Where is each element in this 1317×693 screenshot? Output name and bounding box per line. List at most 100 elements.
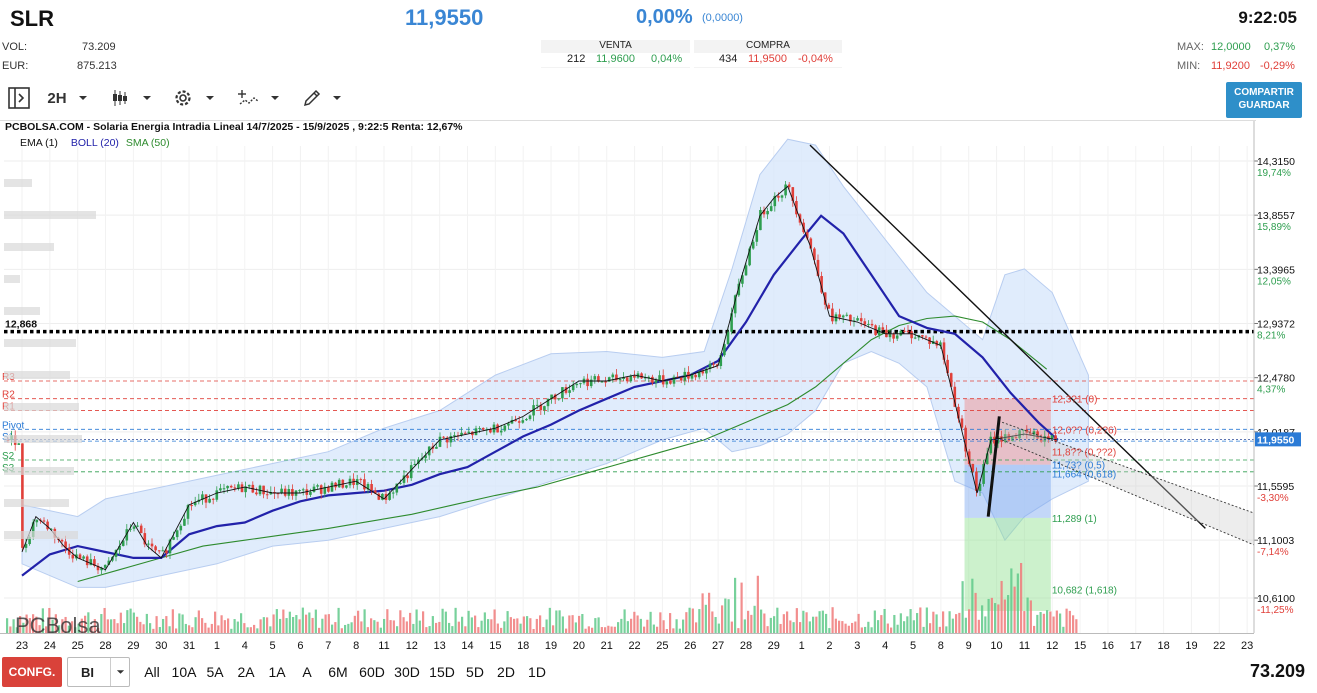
- chevron-down-icon[interactable]: [110, 658, 130, 686]
- candle-body: [265, 494, 269, 496]
- volume-bar: [526, 616, 529, 633]
- chevron-down-icon[interactable]: [268, 84, 282, 112]
- volume-bar: [1042, 613, 1045, 633]
- legend-ema[interactable]: EMA (1): [20, 137, 58, 149]
- candle-body: [568, 390, 571, 393]
- pencil-icon[interactable]: [300, 84, 324, 112]
- share-save-button[interactable]: COMPARTIR GUARDAR: [1226, 82, 1302, 118]
- period-button-5a[interactable]: 5A: [206, 664, 224, 680]
- volume-bar: [253, 624, 256, 633]
- volume-bar: [480, 620, 483, 633]
- period-button-2d[interactable]: 2D: [497, 664, 515, 680]
- candle-body: [1029, 432, 1032, 436]
- candle-body: [323, 486, 327, 494]
- candlestick-icon[interactable]: [108, 84, 132, 112]
- volume-bar: [370, 618, 373, 633]
- candle-body: [179, 525, 183, 531]
- period-button-6m[interactable]: 6M: [328, 664, 348, 680]
- volume-bar: [519, 623, 522, 633]
- candle-body: [586, 378, 589, 387]
- volume-bar: [581, 614, 584, 633]
- timeframe-select[interactable]: 2H: [47, 89, 67, 107]
- candle-body: [899, 330, 903, 336]
- candle-body: [312, 486, 316, 492]
- period-button-5d[interactable]: 5D: [466, 664, 484, 680]
- candle-body: [64, 541, 67, 548]
- chevron-down-icon[interactable]: [330, 84, 344, 112]
- volume-bar: [669, 613, 672, 633]
- candle-body: [280, 488, 283, 494]
- volume-bar: [396, 626, 399, 633]
- candle-body: [1039, 438, 1043, 442]
- candle-body: [453, 435, 456, 437]
- period-button-a[interactable]: A: [302, 664, 312, 680]
- volume-bar: [662, 620, 665, 633]
- volume-bar: [906, 616, 909, 633]
- candle-body: [849, 314, 852, 322]
- volume-bar: [821, 610, 824, 633]
- candle-body: [870, 323, 874, 326]
- volume-bar: [344, 624, 347, 633]
- config-button[interactable]: CONFG.: [2, 657, 62, 687]
- period-button-1a[interactable]: 1A: [268, 664, 286, 680]
- candle-body: [121, 540, 125, 546]
- period-button-1d[interactable]: 1D: [528, 664, 546, 680]
- candle-body: [575, 383, 579, 386]
- candle-body: [240, 484, 244, 493]
- chevron-down-icon[interactable]: [203, 84, 217, 112]
- x-axis-label: 1: [799, 640, 805, 652]
- period-button-60d[interactable]: 60D: [359, 664, 385, 680]
- candle-body: [24, 544, 28, 548]
- price-axis-label: 11,5595: [1257, 481, 1294, 493]
- candle-body: [762, 210, 766, 215]
- panel-toggle-icon[interactable]: [6, 84, 32, 112]
- volume-bar: [899, 613, 902, 633]
- volume-bar: [441, 608, 444, 633]
- volume-bar: [201, 618, 204, 633]
- volume-bar: [168, 626, 171, 633]
- chevron-down-icon[interactable]: [140, 84, 154, 112]
- volume-bar: [223, 620, 226, 633]
- volume-bar: [217, 625, 220, 633]
- candle-body: [211, 498, 215, 500]
- volume-profile-bar: [4, 211, 96, 219]
- candle-body: [359, 479, 363, 481]
- candle-body: [204, 494, 208, 503]
- volume-bar: [730, 621, 733, 633]
- volume-bar: [243, 623, 246, 633]
- candle-body: [535, 404, 539, 406]
- candle-body: [651, 376, 654, 383]
- chevron-down-icon[interactable]: [76, 84, 90, 112]
- candle-body: [1054, 435, 1057, 442]
- candle-body: [370, 484, 373, 491]
- fibonacci-label: 11,8?? (0,??2): [1052, 448, 1116, 459]
- legend-sma[interactable]: SMA (50): [125, 137, 170, 149]
- drawing-tools-icon[interactable]: [236, 84, 260, 112]
- candle-body: [615, 374, 618, 381]
- candle-body: [712, 363, 715, 365]
- volume-bar: [1049, 611, 1052, 633]
- volume-bar: [1003, 599, 1006, 633]
- x-axis-label: 22: [628, 640, 640, 652]
- fibonacci-label: 12,0?? (0,2?6): [1052, 425, 1117, 436]
- period-button-10a[interactable]: 10A: [171, 664, 197, 680]
- period-button-2a[interactable]: 2A: [237, 664, 255, 680]
- gear-icon[interactable]: [170, 84, 196, 112]
- scale-select[interactable]: BI: [67, 657, 130, 687]
- legend-boll[interactable]: BOLL (20): [70, 137, 119, 149]
- period-button-30d[interactable]: 30D: [394, 664, 420, 680]
- candle-body: [859, 318, 863, 322]
- candle-body: [766, 210, 769, 215]
- volume-bar: [769, 617, 772, 633]
- volume-bar: [571, 615, 574, 633]
- period-button-15d[interactable]: 15D: [429, 664, 455, 680]
- volume-bar: [337, 607, 340, 633]
- volume-bar: [383, 618, 386, 633]
- fibonacci-zone: [964, 464, 1051, 518]
- period-button-all[interactable]: All: [144, 664, 160, 680]
- candle-body: [276, 493, 280, 495]
- volume-profile-bar: [4, 307, 40, 315]
- chart-title: PCBOLSA.COM - Solaria Energia Intradia L…: [5, 121, 463, 133]
